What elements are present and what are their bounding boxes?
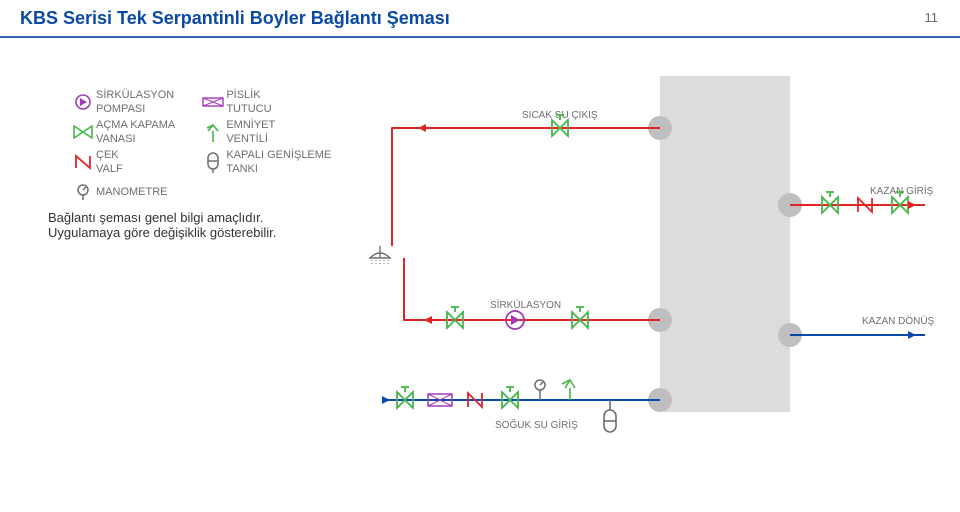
- schematic: [0, 0, 960, 512]
